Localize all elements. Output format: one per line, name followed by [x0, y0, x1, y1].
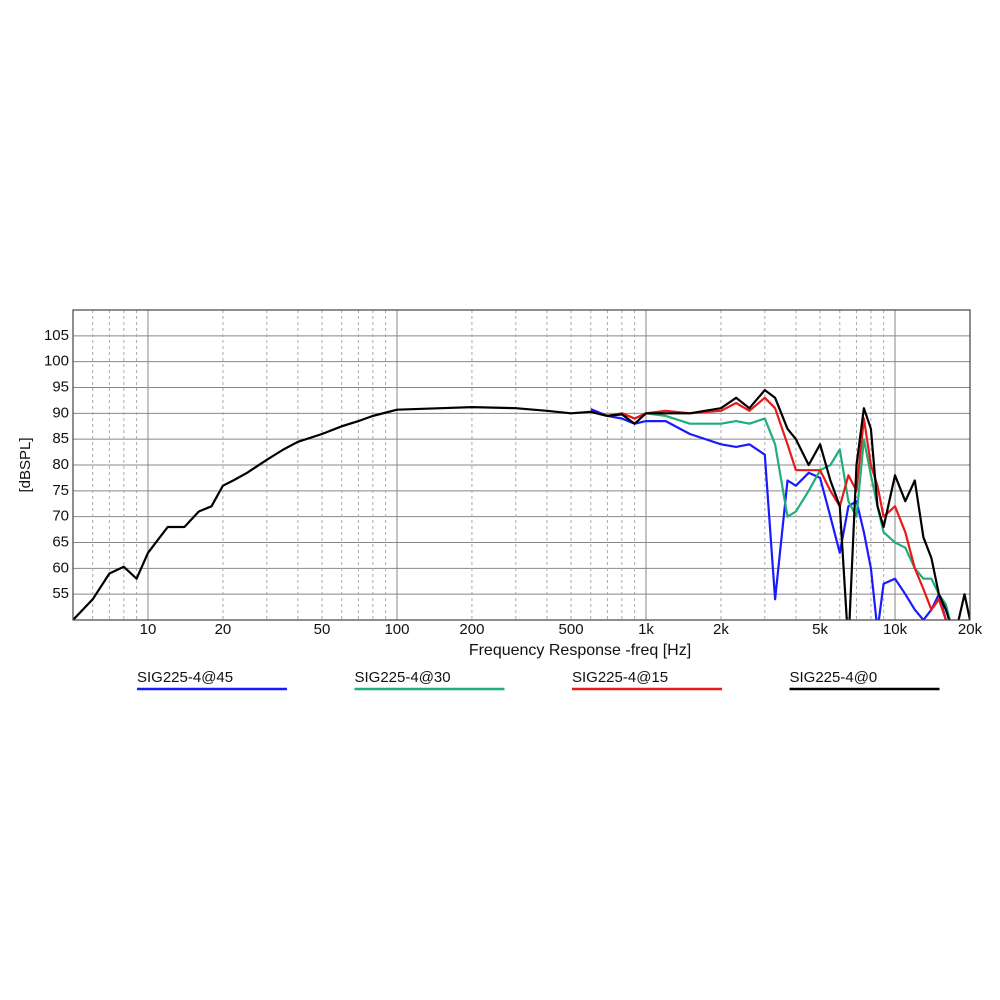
y-tick-label: 80 [52, 456, 69, 473]
y-tick-label: 60 [52, 559, 69, 576]
x-tick-label: 200 [459, 621, 484, 638]
grid: 55 60 65 70 75 80 85 90 95 100 105 10 20 50 100 200 500 1… [44, 310, 983, 638]
x-tick-label: 20k [958, 621, 983, 638]
y-tick-label: 95 [52, 378, 69, 395]
series-line [590, 396, 948, 620]
y-tick-label: 65 [52, 533, 69, 550]
x-tick-label: 10 [140, 621, 157, 638]
x-tick-label: 10k [883, 621, 908, 638]
legend-label: SIG225-4@30 [355, 669, 451, 686]
legend-label: SIG225-4@15 [572, 669, 668, 686]
legend: SIG225-4@45 SIG225-4@30 SIG225-4@15 SIG225-… [137, 669, 940, 691]
y-tick-label: 90 [52, 404, 69, 421]
y-tick-label: 105 [44, 327, 69, 344]
y-tick-label: 85 [52, 430, 69, 447]
plot-lines [73, 389, 970, 620]
x-tick-label: 1k [638, 621, 654, 638]
legend-label: SIG225-4@0 [790, 669, 878, 686]
x-tick-label: 2k [713, 621, 729, 638]
x-tick-label: 5k [812, 621, 828, 638]
plot-frame [72, 309, 971, 621]
y-tick-label: 75 [52, 482, 69, 499]
x-tick-label: 50 [314, 621, 331, 638]
x-tick-label: 100 [384, 621, 409, 638]
y-tick-label: 100 [44, 353, 69, 370]
y-axis-label: [dBSPL] [17, 437, 34, 492]
series-line [590, 408, 948, 620]
x-axis-label: Frequency Response -freq [Hz] [469, 642, 691, 659]
y-tick-label: 55 [52, 585, 69, 602]
series-line [73, 389, 970, 620]
legend-label: SIG225-4@45 [137, 669, 233, 686]
x-tick-label: 20 [215, 621, 232, 638]
x-tick-label: 500 [559, 621, 584, 638]
y-tick-label: 70 [52, 508, 69, 525]
